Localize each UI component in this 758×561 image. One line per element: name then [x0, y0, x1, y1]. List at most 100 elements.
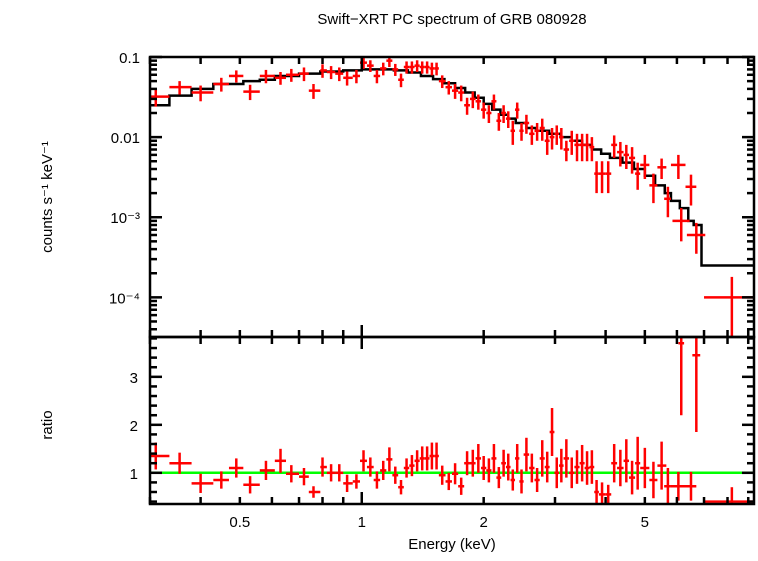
ratio-point [685, 471, 697, 501]
ratio-point [505, 453, 511, 481]
ratio-point [359, 450, 367, 472]
data-point [579, 133, 585, 162]
data-point [501, 105, 506, 124]
ratio-point [438, 465, 446, 485]
data-point [594, 161, 599, 194]
data-point [649, 173, 658, 204]
data-point [285, 68, 300, 82]
ratio-point [496, 467, 502, 489]
ratio-point [326, 464, 336, 482]
ratio-point [285, 465, 300, 483]
data-point [243, 84, 260, 101]
ratio-point [451, 463, 459, 485]
data-point [366, 60, 374, 72]
data-point [335, 67, 344, 82]
ratio-point [534, 468, 540, 493]
ratio-point [259, 460, 275, 481]
data-point [549, 127, 555, 150]
data-point [343, 71, 353, 86]
ratio-point [704, 487, 754, 504]
data-point [352, 69, 360, 84]
data-point [529, 125, 535, 145]
ratio-point [228, 458, 244, 478]
ratio-point [343, 474, 353, 493]
ratio-point [574, 450, 580, 484]
ratio-point [629, 460, 636, 495]
ratio-point [501, 449, 506, 477]
ratio-point [529, 453, 535, 483]
ratio-point [635, 436, 641, 490]
data-point [213, 77, 229, 92]
data-point [686, 222, 706, 254]
x-tick-label: 5 [641, 514, 649, 531]
data-point [554, 125, 560, 145]
data-point [491, 94, 497, 110]
data-point [584, 133, 590, 162]
data-point [451, 84, 459, 99]
ratio-point [563, 439, 570, 478]
spectrum-frame [148, 55, 756, 339]
data-point [169, 81, 192, 95]
x-axis-label: Energy (keV) [408, 536, 496, 553]
ratio-point [584, 451, 590, 485]
data-point [704, 276, 754, 337]
ratio-point [366, 457, 374, 477]
ratio-point [169, 452, 192, 474]
axes: 0.5 1 2 5 0.1 0.01 10⁻³ 10⁻⁴ 1 2 3 [109, 50, 756, 531]
ratio-point [569, 457, 575, 489]
ratio-point [392, 466, 399, 484]
data-point [598, 161, 606, 194]
ratio-point [598, 482, 606, 504]
ratio-point [605, 484, 612, 504]
data-point [438, 75, 446, 89]
ratio-point [664, 468, 671, 504]
data-point [640, 154, 650, 180]
ratio-panel [150, 337, 754, 504]
data-point [320, 64, 327, 78]
ratio-point [623, 439, 630, 483]
data-point [486, 105, 492, 124]
data-point [563, 140, 570, 162]
data-point [469, 91, 476, 109]
data-point [424, 61, 430, 74]
spectrum-panel [150, 57, 754, 337]
data-point [419, 61, 425, 74]
ratio-point [692, 337, 701, 433]
ratio-point [469, 449, 476, 477]
ratio-point [373, 471, 381, 489]
ratio-point [486, 458, 492, 483]
ratio-point [670, 471, 686, 501]
y-tick-label: 0.1 [119, 50, 140, 67]
data-point [534, 123, 540, 141]
ratio-point [519, 469, 524, 494]
ratio-point [352, 474, 360, 489]
data-point [308, 84, 321, 99]
ratio-point [398, 480, 404, 495]
data-point [299, 67, 309, 82]
ratio-point [414, 450, 420, 472]
ratio-frame [148, 335, 756, 506]
ratio-point [510, 469, 516, 491]
data-point [445, 81, 452, 95]
ratio-point [579, 444, 585, 482]
ratio-point [649, 461, 658, 499]
ratio-point [213, 471, 229, 489]
data-point [515, 102, 520, 119]
ratio-point [539, 440, 545, 477]
data-point [544, 130, 550, 155]
y-tick-label: 0.01 [111, 130, 140, 147]
data-point [458, 85, 465, 102]
data-point [519, 123, 524, 141]
ratio-point [657, 441, 667, 490]
data-point [623, 144, 630, 169]
ratio-point [475, 444, 482, 473]
ratio-point [386, 447, 393, 472]
ratio-point [491, 444, 497, 473]
y-tick-label: 10⁻⁴ [109, 290, 140, 307]
data-point [629, 147, 636, 174]
x-tick-label: 0.5 [229, 514, 250, 531]
data-point [398, 73, 404, 88]
data-point [605, 161, 612, 194]
data-point [635, 162, 641, 190]
